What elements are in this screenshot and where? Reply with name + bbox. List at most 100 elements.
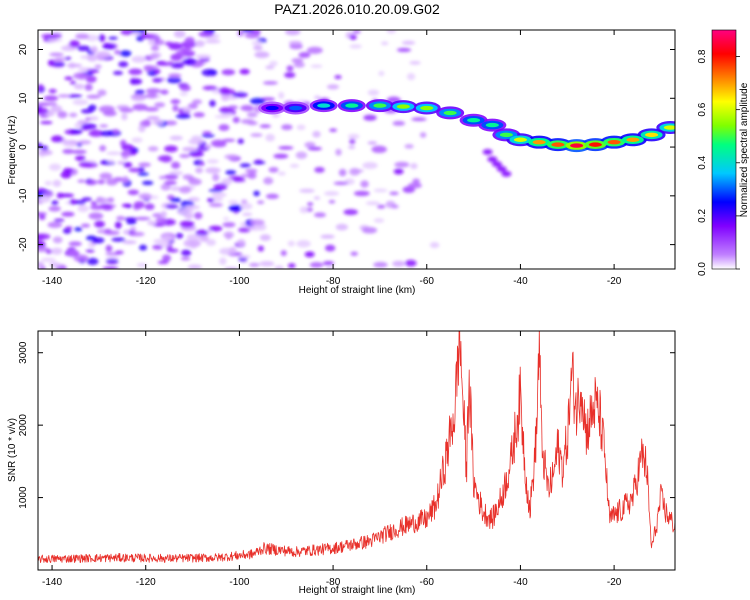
noise-blob — [38, 102, 51, 107]
noise-blob — [119, 50, 132, 57]
y-tick-label: 10 — [18, 92, 29, 104]
noise-blob — [198, 161, 205, 166]
noise-blob — [192, 99, 203, 105]
ridge-core — [626, 137, 640, 142]
noise-blob — [138, 125, 146, 133]
noise-blob — [492, 161, 503, 168]
noise-blob — [131, 94, 146, 102]
x-tick-label: -60 — [420, 577, 435, 588]
noise-blob — [195, 167, 203, 174]
noise-blob — [371, 145, 387, 154]
ridge-core — [396, 104, 410, 109]
ridge-core — [513, 137, 527, 142]
noise-blob — [218, 124, 230, 132]
noise-blob — [249, 97, 266, 105]
ridge-core — [645, 132, 659, 138]
noise-blob — [392, 260, 406, 267]
noise-blob — [236, 239, 246, 247]
noise-blob — [74, 227, 83, 232]
noise-blob — [232, 116, 240, 124]
noise-blob — [175, 49, 190, 57]
noise-blob — [72, 99, 89, 106]
noise-blob — [274, 265, 284, 269]
noise-blob — [259, 260, 275, 267]
noise-blob — [103, 110, 117, 117]
noise-blob — [409, 60, 421, 65]
noise-blob — [166, 76, 182, 84]
noise-blob — [38, 107, 49, 115]
snr-frame — [37, 330, 676, 571]
noise-blob — [131, 31, 141, 36]
noise-blob — [49, 163, 62, 171]
noise-blob — [338, 168, 347, 177]
noise-blob — [145, 88, 161, 94]
noise-blob — [404, 144, 414, 149]
noise-blob — [287, 240, 295, 247]
noise-blob — [360, 180, 369, 188]
noise-blob — [228, 204, 243, 212]
noise-blob — [115, 250, 124, 255]
noise-blob — [247, 171, 257, 180]
noise-blob — [114, 221, 122, 229]
y-tick-label: -20 — [18, 237, 29, 252]
noise-blob — [208, 188, 223, 193]
noise-blob — [180, 256, 191, 261]
noise-blob — [293, 61, 305, 68]
snr-x-label: Height of straight line (km) — [299, 585, 416, 596]
noise-blob — [170, 186, 181, 191]
x-tick-label: -140 — [42, 276, 62, 287]
noise-blob — [159, 175, 166, 180]
noise-blob — [88, 212, 104, 220]
noise-blob — [107, 159, 115, 163]
noise-blob — [367, 141, 378, 145]
noise-blob — [52, 179, 62, 188]
noise-blob — [244, 32, 260, 39]
noise-blob — [111, 237, 126, 242]
noise-blob — [86, 257, 99, 266]
noise-blob — [309, 261, 324, 268]
noise-blob — [118, 61, 129, 68]
x-tick-label: -40 — [513, 577, 528, 588]
ridge-core — [345, 103, 359, 108]
noise-blob — [284, 72, 296, 78]
noise-blob — [49, 261, 61, 268]
colorbar-tick-label: 0.6 — [697, 102, 708, 116]
noise-blob — [253, 45, 263, 51]
noise-blob — [225, 170, 237, 175]
noise-blob — [77, 179, 86, 183]
noise-blob — [133, 201, 145, 209]
noise-blob — [350, 251, 359, 256]
noise-blob — [170, 62, 185, 69]
noise-blob — [173, 30, 186, 38]
noise-blob — [373, 188, 388, 193]
noise-blob — [228, 246, 237, 255]
noise-blob — [94, 220, 105, 228]
noise-blob — [228, 199, 239, 205]
noise-blob — [131, 55, 147, 63]
noise-blob — [288, 40, 302, 45]
noise-blob — [65, 226, 73, 230]
noise-blob — [84, 83, 93, 91]
noise-blob — [77, 45, 91, 52]
noise-blob — [254, 51, 270, 59]
noise-blob — [104, 228, 112, 234]
noise-blob — [212, 173, 220, 182]
noise-blob — [47, 38, 63, 42]
noise-blob — [144, 107, 159, 112]
noise-blob — [237, 138, 244, 145]
noise-blob — [99, 172, 113, 180]
noise-blob — [348, 145, 356, 150]
noise-blob — [296, 240, 311, 248]
noise-blob — [122, 176, 129, 184]
noise-blob — [123, 162, 133, 168]
noise-blob — [304, 251, 315, 258]
noise-blob — [74, 155, 86, 161]
noise-blob — [295, 151, 308, 159]
noise-blob — [207, 197, 215, 203]
noise-blob — [411, 117, 427, 122]
noise-blob — [73, 254, 89, 262]
ridge-core — [467, 118, 481, 123]
noise-blob — [89, 205, 105, 210]
noise-blob — [48, 101, 57, 106]
noise-blob — [57, 111, 68, 119]
